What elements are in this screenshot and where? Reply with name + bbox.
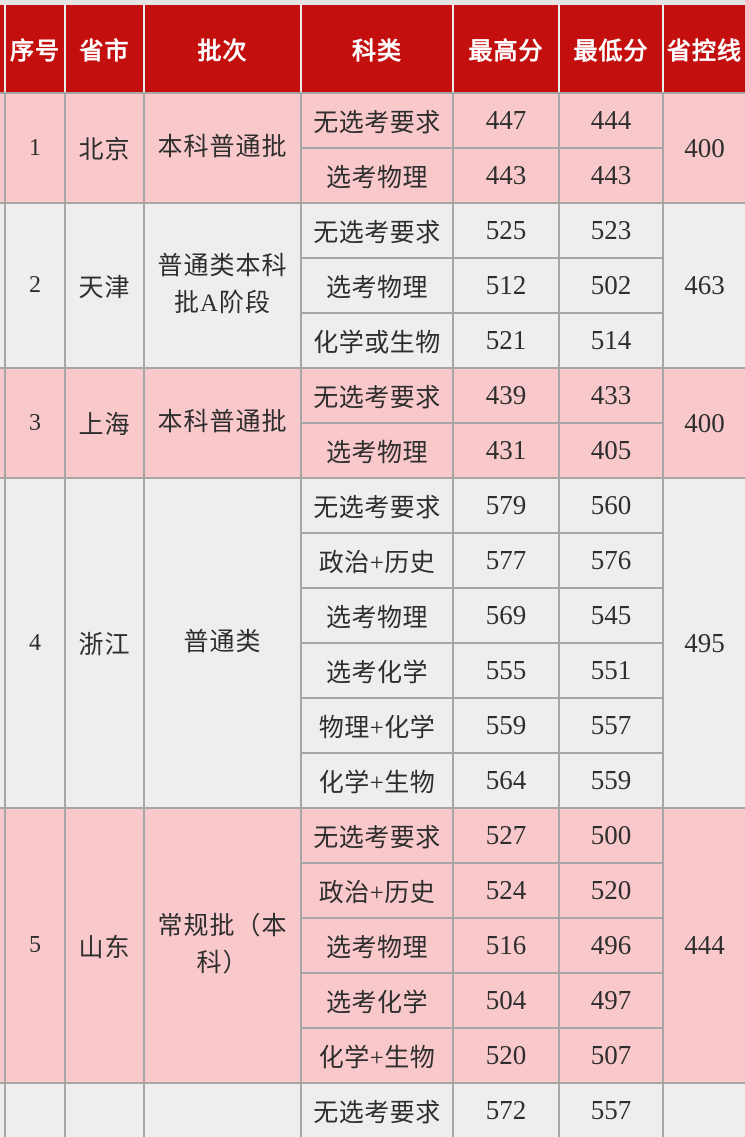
edge-cell — [0, 479, 4, 807]
header-cell-category: 科类 — [302, 5, 452, 92]
edge-cell — [0, 204, 4, 367]
header-cell-batch: 批次 — [145, 5, 300, 92]
control-line-cell: 495 — [664, 479, 745, 807]
min-score-cell: 557 — [560, 1084, 662, 1137]
max-score-cell: 564 — [454, 754, 558, 807]
min-score-cell: 497 — [560, 974, 662, 1027]
min-score-cell: 520 — [560, 864, 662, 917]
batch-cell: 本科普通批 — [145, 369, 300, 477]
serial-cell: 2 — [6, 204, 64, 367]
max-score-cell: 579 — [454, 479, 558, 532]
min-score-cell: 496 — [560, 919, 662, 972]
min-score-cell: 545 — [560, 589, 662, 642]
min-score-cell: 523 — [560, 204, 662, 257]
batch-cell: 普通类本科 批A阶段 — [145, 204, 300, 367]
min-score-cell: 405 — [560, 424, 662, 477]
min-score-cell: 444 — [560, 94, 662, 147]
min-score-cell: 559 — [560, 754, 662, 807]
serial-cell: 1 — [6, 94, 64, 202]
batch-cell — [145, 1084, 300, 1137]
max-score-cell: 559 — [454, 699, 558, 752]
max-score-cell: 569 — [454, 589, 558, 642]
category-cell: 物理+化学 — [302, 699, 452, 752]
province-cell: 浙江 — [66, 479, 143, 807]
header-cell-max-score: 最高分 — [454, 5, 558, 92]
batch-cell: 常规批（本 科） — [145, 809, 300, 1082]
category-cell: 政治+历史 — [302, 534, 452, 587]
category-cell: 选考物理 — [302, 424, 452, 477]
max-score-cell: 516 — [454, 919, 558, 972]
serial-cell: 5 — [6, 809, 64, 1082]
min-score-cell: 502 — [560, 259, 662, 312]
header-cell-serial: 序号 — [6, 5, 64, 92]
min-score-cell: 560 — [560, 479, 662, 532]
header-cell-province: 省市 — [66, 5, 143, 92]
category-cell: 无选考要求 — [302, 479, 452, 532]
province-cell: 天津 — [66, 204, 143, 367]
category-cell: 无选考要求 — [302, 369, 452, 422]
category-cell: 选考物理 — [302, 919, 452, 972]
max-score-cell: 439 — [454, 369, 558, 422]
control-line-cell: 400 — [664, 94, 745, 202]
edge-cell — [0, 809, 4, 1082]
category-cell: 无选考要求 — [302, 204, 452, 257]
category-cell: 化学或生物 — [302, 314, 452, 367]
top-strip — [0, 0, 745, 5]
min-score-cell: 500 — [560, 809, 662, 862]
serial-cell: 3 — [6, 369, 64, 477]
max-score-cell: 520 — [454, 1029, 558, 1082]
category-cell: 选考化学 — [302, 644, 452, 697]
control-line-cell — [664, 1084, 745, 1137]
category-cell: 选考物理 — [302, 589, 452, 642]
max-score-cell: 521 — [454, 314, 558, 367]
edge-cell — [0, 369, 4, 477]
max-score-cell: 447 — [454, 94, 558, 147]
max-score-cell: 572 — [454, 1084, 558, 1137]
serial-cell: 4 — [6, 479, 64, 807]
min-score-cell: 576 — [560, 534, 662, 587]
min-score-cell: 443 — [560, 149, 662, 202]
category-cell: 选考物理 — [302, 149, 452, 202]
edge-cell — [0, 94, 4, 202]
province-cell: 北京 — [66, 94, 143, 202]
min-score-cell: 433 — [560, 369, 662, 422]
max-score-cell: 431 — [454, 424, 558, 477]
max-score-cell: 443 — [454, 149, 558, 202]
category-cell: 选考物理 — [302, 259, 452, 312]
min-score-cell: 557 — [560, 699, 662, 752]
control-line-cell: 444 — [664, 809, 745, 1082]
header-edge-cell — [0, 5, 4, 92]
category-cell: 化学+生物 — [302, 754, 452, 807]
min-score-cell: 507 — [560, 1029, 662, 1082]
category-cell: 政治+历史 — [302, 864, 452, 917]
max-score-cell: 577 — [454, 534, 558, 587]
category-cell: 选考化学 — [302, 974, 452, 1027]
batch-cell: 本科普通批 — [145, 94, 300, 202]
category-cell: 无选考要求 — [302, 809, 452, 862]
header-cell-control-line: 省控线 — [664, 5, 745, 92]
serial-cell — [6, 1084, 64, 1137]
control-line-cell: 463 — [664, 204, 745, 367]
header-cell-min-score: 最低分 — [560, 5, 662, 92]
max-score-cell: 527 — [454, 809, 558, 862]
max-score-cell: 504 — [454, 974, 558, 1027]
max-score-cell: 555 — [454, 644, 558, 697]
admission-scores-table: 序号 省市 批次 科类 最高分 最低分 省控线 1 北京 本科普通批 无选考要求 447… — [0, 5, 745, 1137]
control-line-cell: 400 — [664, 369, 745, 477]
max-score-cell: 525 — [454, 204, 558, 257]
category-cell: 化学+生物 — [302, 1029, 452, 1082]
province-cell: 山东 — [66, 809, 143, 1082]
min-score-cell: 551 — [560, 644, 662, 697]
category-cell: 无选考要求 — [302, 94, 452, 147]
max-score-cell: 524 — [454, 864, 558, 917]
province-cell — [66, 1084, 143, 1137]
batch-cell: 普通类 — [145, 479, 300, 807]
province-cell: 上海 — [66, 369, 143, 477]
min-score-cell: 514 — [560, 314, 662, 367]
edge-cell — [0, 1084, 4, 1137]
category-cell: 无选考要求 — [302, 1084, 452, 1137]
max-score-cell: 512 — [454, 259, 558, 312]
